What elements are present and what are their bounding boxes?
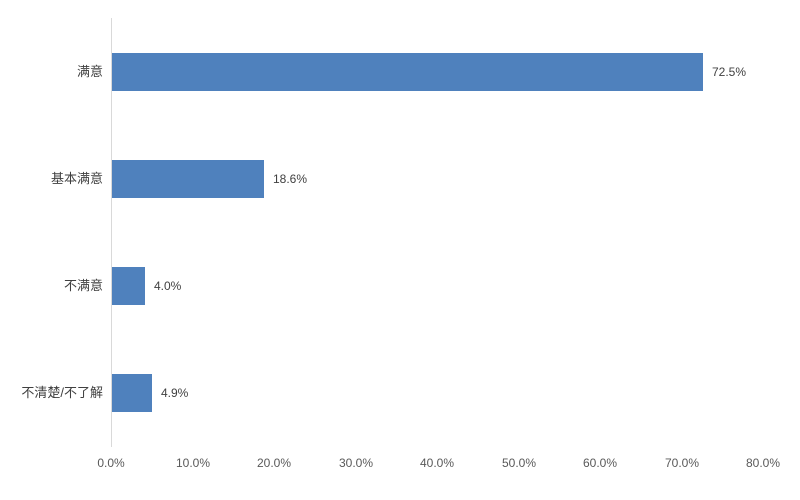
data-label-3: 4.9%	[161, 386, 189, 400]
bar-3	[112, 374, 152, 412]
y-axis-line	[111, 18, 112, 447]
x-axis-tick-label-1: 10.0%	[175, 456, 211, 470]
category-label-0: 满意	[76, 64, 103, 79]
bar-1	[112, 160, 264, 198]
data-label-2: 4.0%	[154, 279, 182, 293]
x-axis-tick-label-6: 60.0%	[582, 456, 618, 470]
x-axis-tick-label-8: 80.0%	[745, 456, 781, 470]
category-label-3: 不清楚/不了解	[21, 385, 103, 400]
x-axis-tick-label-2: 20.0%	[256, 456, 292, 470]
bar-0	[112, 53, 703, 91]
data-label-0: 72.5%	[712, 65, 747, 79]
category-label-2: 不满意	[63, 278, 103, 293]
x-axis-tick-label-3: 30.0%	[338, 456, 374, 470]
x-axis-tick-label-5: 50.0%	[501, 456, 537, 470]
x-axis-tick-label-0: 0.0%	[97, 456, 125, 470]
category-label-1: 基本满意	[50, 171, 103, 186]
data-label-1: 18.6%	[273, 172, 308, 186]
bar-2	[112, 267, 145, 305]
x-axis-tick-label-7: 70.0%	[664, 456, 700, 470]
x-axis-tick-label-4: 40.0%	[419, 456, 455, 470]
